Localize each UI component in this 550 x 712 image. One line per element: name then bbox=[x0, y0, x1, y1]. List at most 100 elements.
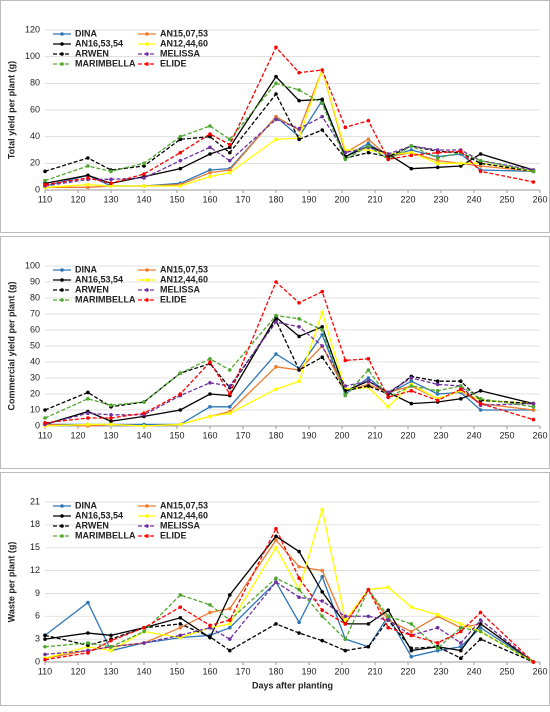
series-line bbox=[44, 581, 534, 663]
point bbox=[366, 376, 371, 380]
y-tick-label: 10 bbox=[30, 404, 40, 414]
point bbox=[386, 157, 391, 162]
point bbox=[178, 150, 183, 155]
point bbox=[409, 401, 414, 406]
point bbox=[435, 382, 440, 387]
point bbox=[208, 623, 212, 628]
y-tick-label: 15 bbox=[30, 542, 40, 552]
series-line bbox=[44, 115, 534, 187]
point bbox=[478, 161, 483, 166]
point bbox=[320, 614, 325, 619]
point bbox=[208, 134, 212, 139]
point bbox=[386, 390, 391, 395]
point bbox=[178, 166, 183, 171]
x-tick-label: 250 bbox=[499, 194, 514, 204]
point bbox=[320, 128, 325, 132]
x-tick-label: 150 bbox=[169, 666, 184, 676]
point bbox=[274, 280, 278, 284]
point bbox=[274, 387, 278, 392]
point bbox=[531, 408, 536, 412]
point bbox=[297, 137, 301, 142]
point bbox=[228, 150, 232, 155]
point bbox=[409, 629, 414, 634]
y-tick-label: 60 bbox=[30, 104, 40, 114]
point bbox=[386, 614, 391, 619]
point bbox=[109, 644, 113, 649]
point bbox=[366, 137, 371, 142]
point bbox=[297, 620, 301, 625]
point bbox=[343, 358, 348, 363]
point bbox=[228, 622, 232, 626]
point bbox=[274, 313, 278, 318]
point bbox=[459, 164, 463, 168]
x-tick-label: 110 bbox=[38, 194, 52, 204]
point bbox=[109, 413, 113, 417]
point bbox=[208, 170, 212, 175]
legend-label: ELIDE bbox=[160, 530, 187, 540]
point bbox=[297, 549, 301, 554]
x-tick-label: 190 bbox=[301, 430, 316, 440]
y-axis-label: Commercial yield per plant (g) bbox=[6, 281, 16, 410]
legend-marker bbox=[60, 534, 64, 538]
point bbox=[478, 158, 483, 163]
legend-label: AN16,53,54 bbox=[75, 510, 123, 520]
point bbox=[320, 344, 325, 348]
point bbox=[274, 534, 278, 539]
x-tick-label: 260 bbox=[532, 666, 547, 676]
point bbox=[320, 101, 325, 106]
x-tick-label: 170 bbox=[235, 430, 250, 440]
point bbox=[366, 384, 371, 388]
point bbox=[109, 648, 113, 653]
y-tick-label: 40 bbox=[30, 131, 40, 141]
point bbox=[386, 405, 391, 409]
point bbox=[228, 648, 232, 653]
series-line bbox=[44, 319, 534, 411]
point bbox=[274, 114, 278, 119]
y-tick-label: 18 bbox=[30, 519, 40, 529]
legend-marker bbox=[145, 52, 149, 56]
point bbox=[274, 81, 278, 86]
point bbox=[435, 165, 440, 170]
y-tick-label: 3 bbox=[35, 634, 40, 644]
x-tick-label: 170 bbox=[235, 194, 250, 204]
point bbox=[343, 648, 348, 653]
x-tick-label: 220 bbox=[400, 430, 415, 440]
x-tick-label: 240 bbox=[466, 194, 481, 204]
point bbox=[178, 593, 183, 597]
point bbox=[531, 401, 536, 406]
point bbox=[459, 397, 463, 401]
y-tick-label: 100 bbox=[25, 51, 40, 61]
point bbox=[409, 166, 414, 171]
point bbox=[459, 384, 463, 388]
point bbox=[297, 595, 301, 600]
legend-marker bbox=[145, 504, 149, 508]
point bbox=[228, 593, 232, 597]
y-tick-label: 21 bbox=[30, 496, 40, 506]
y-tick-label: 20 bbox=[30, 158, 40, 168]
point bbox=[435, 646, 440, 651]
point bbox=[142, 400, 146, 404]
y-tick-label: 80 bbox=[30, 292, 40, 302]
x-tick-label: 220 bbox=[400, 194, 415, 204]
point bbox=[274, 117, 278, 122]
point bbox=[478, 625, 483, 630]
point bbox=[297, 70, 301, 75]
point bbox=[178, 137, 183, 142]
point bbox=[320, 328, 325, 332]
point bbox=[320, 114, 325, 119]
point bbox=[43, 408, 47, 412]
point bbox=[178, 622, 183, 626]
series-line bbox=[44, 280, 534, 424]
point bbox=[142, 424, 146, 428]
point bbox=[274, 92, 278, 96]
point bbox=[459, 656, 463, 660]
point bbox=[478, 397, 483, 401]
point bbox=[178, 625, 183, 630]
y-tick-label: 0 bbox=[35, 656, 40, 666]
x-tick-label: 230 bbox=[433, 666, 448, 676]
point bbox=[320, 574, 325, 579]
point bbox=[228, 142, 232, 147]
series-line bbox=[44, 92, 534, 172]
point bbox=[86, 173, 90, 178]
point bbox=[208, 381, 212, 385]
